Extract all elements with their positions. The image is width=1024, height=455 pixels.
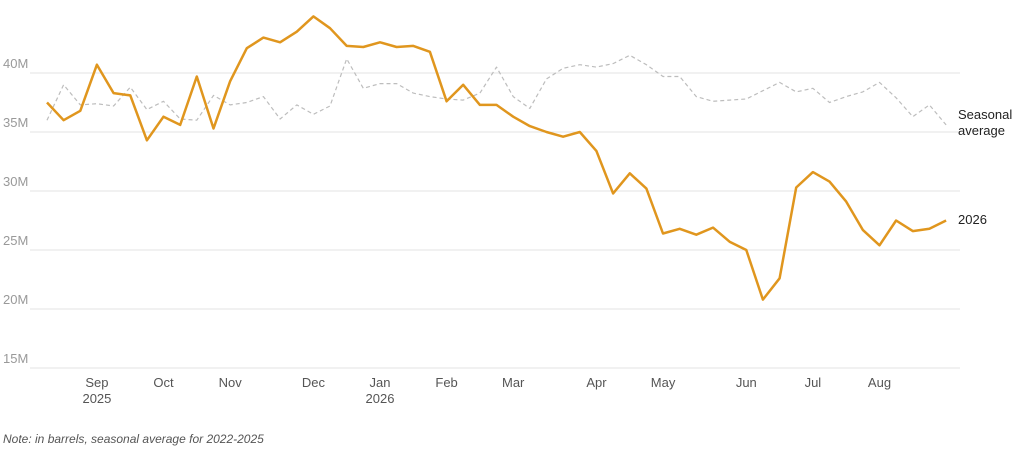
series-line (46, 15, 947, 301)
y-tick-label: 30M (3, 174, 28, 189)
x-tick-label: Jun (735, 375, 757, 390)
x-tick-label: Oct (153, 375, 174, 390)
x-tick-label: Sep 2025 (82, 375, 112, 406)
note: Note: in barrels, seasonal average for 2… (3, 432, 264, 446)
x-tick-label: Jul (804, 375, 822, 390)
x-tick-label: May (650, 375, 676, 390)
x-tick-label: Aug (867, 375, 892, 390)
y-tick-label: 20M (3, 292, 28, 307)
y-tick-label: 15M (3, 351, 28, 366)
x-tick-label: Mar (501, 375, 525, 390)
x-tick-label: Nov (218, 375, 242, 390)
y-tick-label: 40M (3, 56, 28, 71)
x-tick-label: Feb (435, 375, 458, 390)
x-tick-label: Apr (586, 375, 607, 390)
series-label: 2026 (958, 211, 987, 227)
x-tick-label: Dec (301, 375, 325, 390)
y-tick-label: 25M (3, 233, 28, 248)
y-tick-label: 35M (3, 115, 28, 130)
series-label: Seasonal average (958, 106, 1013, 138)
x-tick-label: Jan 2026 (365, 375, 395, 406)
series-line (46, 54, 947, 126)
